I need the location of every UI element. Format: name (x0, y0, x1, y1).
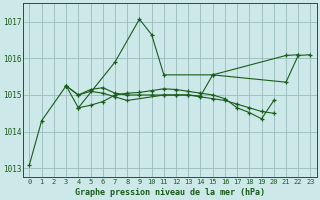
X-axis label: Graphe pression niveau de la mer (hPa): Graphe pression niveau de la mer (hPa) (75, 188, 265, 197)
